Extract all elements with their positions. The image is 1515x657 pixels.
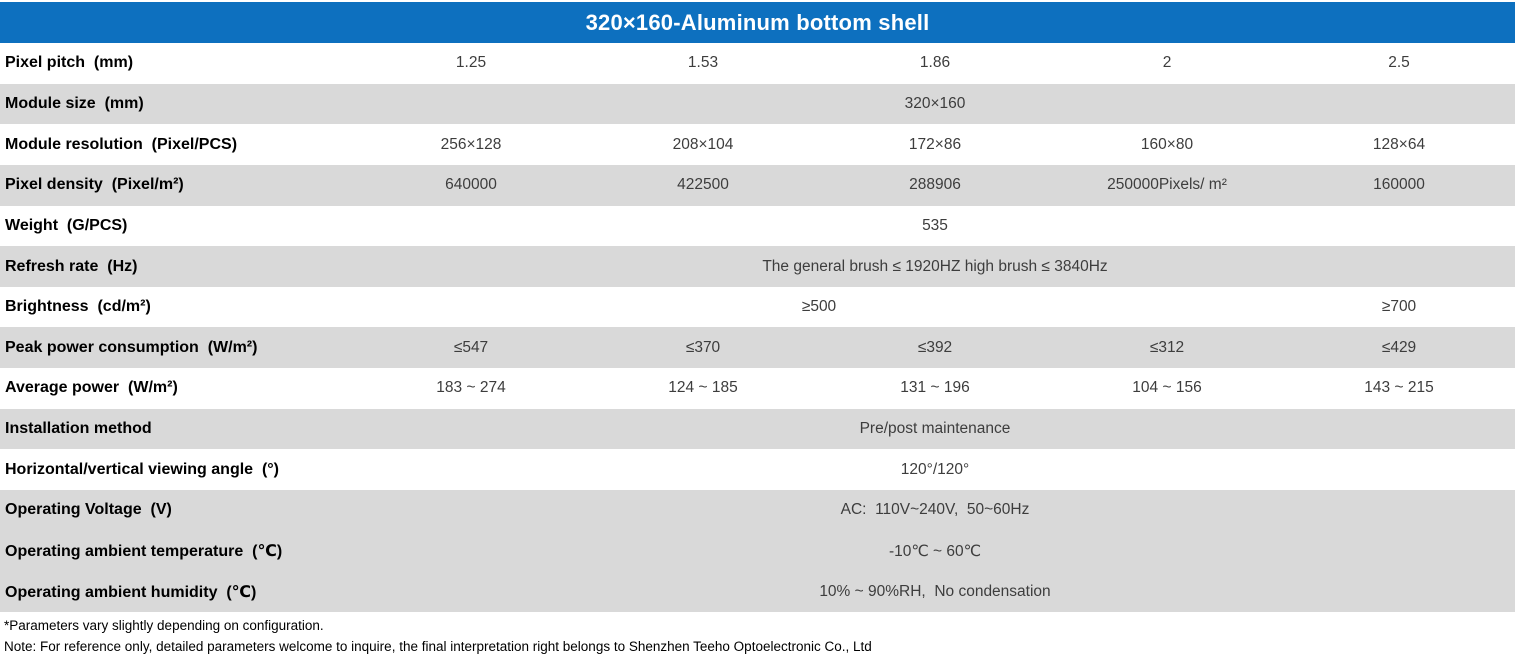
spec-value-cell: 1.25: [455, 54, 487, 72]
row-values: Pre/post maintenance: [355, 409, 1515, 450]
spec-value-cell: ≤547: [453, 338, 489, 356]
spec-value-cell: 172×86: [908, 135, 962, 153]
spec-value-cell: 124 ~ 185: [668, 379, 738, 397]
table-row: Pixel density (Pixel/m²) 640000 422500 2889…: [0, 164, 1515, 206]
spec-value-cell: ≤392: [917, 338, 953, 356]
table-row: Average power (W/m²) 183 ~ 274 124 ~ 185 13…: [0, 368, 1515, 409]
table-row: Brightness (cd/m²) ≥500 ≥700: [0, 286, 1515, 328]
spec-value-cell: 250000Pixels/ m²: [1107, 176, 1227, 194]
table-row: Operating Voltage (V) AC: 110V~240V, 50~6…: [0, 490, 1515, 531]
table-title-bar: 320×160-Aluminum bottom shell: [0, 2, 1515, 43]
spec-value-cell: 1.53: [687, 54, 719, 72]
spec-value-merged: 535: [922, 216, 948, 234]
spec-value-cell: 422500: [677, 176, 729, 194]
table-row: Module resolution (Pixel/PCS) 256×128 208×…: [0, 124, 1515, 165]
row-values: 120°/120°: [355, 449, 1515, 490]
spec-value-merged: 10% ~ 90%RH, No condensation: [819, 582, 1051, 600]
table-row: Operating ambient humidity (℃) 10% ~ 90%R…: [0, 571, 1515, 612]
table-row: Module size (mm) 320×160: [0, 83, 1515, 125]
row-values: ≤547 ≤370 ≤392 ≤312 ≤429: [355, 327, 1515, 368]
row-values: 535: [355, 206, 1515, 247]
row-values: 256×128 208×104 172×86 160×80 128×64: [355, 124, 1515, 165]
table-row: Installation method Pre/post maintenance: [0, 408, 1515, 450]
row-label: Pixel pitch (mm): [5, 54, 134, 72]
row-values: 640000 422500 288906 250000Pixels/ m² 160000: [355, 165, 1515, 206]
spec-value-merged: The general brush ≤ 1920HZ high brush ≤ …: [762, 257, 1108, 275]
spec-value-merged: -10℃ ~ 60℃: [888, 542, 982, 560]
table-row: Refresh rate (Hz) The general brush ≤ 192…: [0, 246, 1515, 287]
footnote-disclaimer: Note: For reference only, detailed param…: [4, 639, 872, 654]
row-values: ≥500 ≥700: [355, 287, 1515, 328]
spec-value-cell: 2.5: [1388, 54, 1410, 72]
row-label: Refresh rate (Hz): [5, 257, 138, 275]
spec-value-cell: 1.86: [919, 54, 951, 72]
footnotes: *Parameters vary slightly depending on c…: [0, 612, 1515, 657]
row-values: 183 ~ 274 124 ~ 185 131 ~ 196 104 ~ 156 143 …: [355, 368, 1515, 409]
spec-value-cell: 2: [1162, 54, 1172, 72]
spec-value-cell: 208×104: [672, 135, 734, 153]
spec-value-cell: 183 ~ 274: [436, 379, 506, 397]
spec-table: Pixel pitch (mm) 1.25 1.53 1.86 2 2.5 Module s…: [0, 43, 1515, 612]
table-row: Horizontal/vertical viewing angle (°) 120…: [0, 449, 1515, 491]
row-values: The general brush ≤ 1920HZ high brush ≤ …: [355, 246, 1515, 287]
table-row: Pixel pitch (mm) 1.25 1.53 1.86 2 2.5: [0, 43, 1515, 84]
row-values: 1.25 1.53 1.86 2 2.5: [355, 43, 1515, 84]
row-label: Weight (G/PCS): [5, 216, 128, 234]
spec-value-cell: 143 ~ 215: [1364, 379, 1434, 397]
row-label: Average power (W/m²): [5, 379, 178, 397]
page-title: 320×160-Aluminum bottom shell: [585, 9, 930, 35]
spec-value-span4: ≥500: [801, 298, 837, 316]
spec-value-cell: 160000: [1373, 176, 1425, 194]
footnote-parameters: *Parameters vary slightly depending on c…: [4, 618, 324, 633]
row-label: Operating Voltage (V): [5, 501, 172, 519]
row-label: Operating ambient humidity (℃): [5, 583, 257, 601]
row-label: Module resolution (Pixel/PCS): [5, 135, 238, 153]
spec-value-cell: ≤429: [1381, 338, 1417, 356]
row-label: Operating ambient temperature (℃): [5, 543, 283, 560]
spec-value-merged: 320×160: [904, 94, 966, 112]
table-row: Peak power consumption (W/m²) ≤547 ≤370 ≤39…: [0, 327, 1515, 369]
spec-value-cell: 640000: [445, 176, 497, 194]
row-label: Brightness (cd/m²): [5, 298, 151, 316]
row-label: Pixel density (Pixel/m²): [5, 176, 184, 194]
row-label: Peak power consumption (W/m²): [5, 338, 258, 356]
row-label: Module size (mm): [5, 94, 144, 112]
table-row: Weight (G/PCS) 535: [0, 205, 1515, 247]
spec-value-cell: ≤312: [1149, 338, 1185, 356]
row-values: AC: 110V~240V, 50~60Hz: [355, 490, 1515, 531]
spec-value-merged: 120°/120°: [900, 460, 970, 478]
spec-value-cell: 131 ~ 196: [900, 379, 970, 397]
spec-value-cell: ≥700: [1381, 298, 1417, 316]
spec-value-cell: 128×64: [1372, 135, 1426, 153]
row-label: Horizontal/vertical viewing angle (°): [5, 460, 280, 478]
table-row: Operating ambient temperature (℃) -10℃ ~ …: [0, 530, 1515, 572]
spec-value-merged: AC: 110V~240V, 50~60Hz: [840, 501, 1030, 519]
row-values: 320×160: [355, 84, 1515, 125]
spec-value-merged: Pre/post maintenance: [859, 420, 1011, 438]
spec-value-cell: 160×80: [1140, 135, 1194, 153]
spec-value-cell: 288906: [909, 176, 961, 194]
spec-value-cell: 256×128: [440, 135, 502, 153]
spec-value-cell: ≤370: [685, 338, 721, 356]
row-label: Installation method: [5, 420, 152, 438]
row-values: 10% ~ 90%RH, No condensation: [355, 571, 1515, 612]
row-values: -10℃ ~ 60℃: [355, 531, 1515, 572]
spec-value-cell: 104 ~ 156: [1132, 379, 1202, 397]
